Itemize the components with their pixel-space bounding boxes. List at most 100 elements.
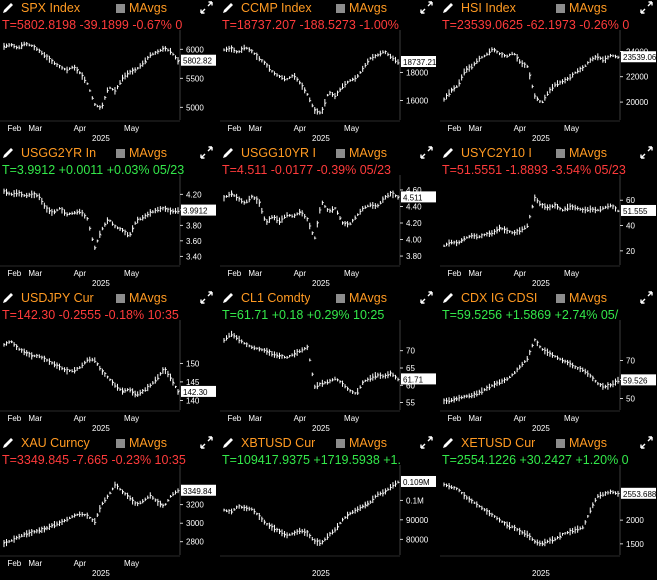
price-bar bbox=[589, 205, 592, 213]
price-bar bbox=[48, 55, 51, 63]
pencil-icon[interactable] bbox=[1, 146, 15, 160]
pencil-icon[interactable] bbox=[441, 1, 455, 15]
price-bar bbox=[162, 45, 165, 52]
pencil-icon[interactable] bbox=[221, 1, 235, 15]
price-chart[interactable]: 3200 3000 2800 3349.84 Feb Mar Apr May 2025 bbox=[0, 435, 217, 578]
mavgs-label[interactable]: MAvgs bbox=[129, 146, 167, 160]
pencil-icon[interactable] bbox=[441, 436, 455, 450]
price-bar bbox=[132, 67, 135, 75]
svg-text:3.9912: 3.9912 bbox=[183, 207, 208, 216]
mavgs-label[interactable]: MAvgs bbox=[569, 1, 607, 15]
price-bar bbox=[554, 82, 557, 88]
pencil-icon[interactable] bbox=[221, 436, 235, 450]
mavgs-label[interactable]: MAvgs bbox=[569, 146, 607, 160]
mavgs-label[interactable]: MAvgs bbox=[349, 146, 387, 160]
security-title[interactable]: USDJPY Cur bbox=[21, 291, 94, 305]
security-title[interactable]: USGG2YR In bbox=[21, 146, 97, 160]
expand-arrows-icon[interactable] bbox=[200, 1, 213, 14]
price-chart[interactable]: 4.204.003.803.603.403.9912FebMarAprMay20… bbox=[0, 145, 217, 288]
chart-panel[interactable]: 0.1M 90000 80000 0.109M 2025 XBTUSD Cur MAvgs T… bbox=[220, 435, 437, 578]
chart-panel[interactable]: 3200 3000 2800 3349.84 Feb Mar Apr May 2025 XAU C… bbox=[0, 435, 217, 578]
chart-panel[interactable]: 70 65 60 55 61.71 Feb Mar Apr May 2025 CL1 Comdty M… bbox=[220, 290, 437, 433]
chart-panel[interactable]: 150 145 140 142.30 Feb Mar Apr May 2025 USDJPY Cu… bbox=[0, 290, 217, 433]
mavgs-label[interactable]: MAvgs bbox=[349, 436, 387, 450]
pencil-icon[interactable] bbox=[1, 436, 15, 450]
price-bar bbox=[144, 213, 147, 220]
price-bar bbox=[162, 367, 165, 374]
chart-panel[interactable]: 4.60 4.40 4.20 4.00 3.80 4.511 Feb Mar Apr May 202… bbox=[220, 145, 437, 288]
security-title[interactable]: CCMP Index bbox=[241, 1, 312, 15]
expand-arrows-icon[interactable] bbox=[640, 291, 653, 304]
security-title[interactable]: HSI Index bbox=[461, 1, 516, 15]
price-chart[interactable]: 60 40 20 51.555 Feb Mar Apr May 2025 bbox=[440, 145, 657, 288]
mavgs-label[interactable]: MAvgs bbox=[349, 1, 387, 15]
price-bar bbox=[18, 190, 21, 197]
security-title[interactable]: CL1 Comdty bbox=[241, 291, 311, 305]
mavgs-label[interactable]: MAvgs bbox=[129, 436, 167, 450]
price-bar bbox=[258, 199, 262, 207]
expand-arrows-icon[interactable] bbox=[200, 291, 213, 304]
price-bar bbox=[261, 516, 264, 522]
expand-arrows-icon[interactable] bbox=[420, 291, 433, 304]
security-title[interactable]: XETUSD Cur bbox=[461, 436, 536, 450]
legend-square-icon bbox=[116, 439, 125, 448]
y-tick-label: 4.00 bbox=[406, 236, 422, 245]
expand-arrows-icon[interactable] bbox=[640, 1, 653, 14]
price-bar bbox=[281, 529, 284, 537]
chart-panel[interactable]: 18000 16000 18737.21 Feb Mar Apr May 2025 CCMP I… bbox=[220, 0, 437, 143]
price-bar bbox=[294, 349, 297, 358]
security-title[interactable]: SPX Index bbox=[21, 1, 81, 15]
expand-arrows-icon[interactable] bbox=[420, 1, 433, 14]
expand-arrows-icon[interactable] bbox=[420, 146, 433, 159]
security-title[interactable]: XBTUSD Cur bbox=[241, 436, 316, 450]
chart-panel[interactable]: 4.204.003.803.603.403.9912FebMarAprMay20… bbox=[0, 145, 217, 288]
price-chart[interactable]: 6000 5500 5000 5802.82 Feb Mar Apr May 2025 bbox=[0, 0, 217, 143]
last-price-tag: 3.9912 bbox=[181, 204, 216, 216]
price-chart[interactable]: 0.1M 90000 80000 0.109M 2025 bbox=[220, 435, 437, 578]
price-chart[interactable]: 4.60 4.40 4.20 4.00 3.80 4.511 Feb Mar Apr May 202… bbox=[220, 145, 437, 288]
pencil-icon[interactable] bbox=[441, 291, 455, 305]
mavgs-label[interactable]: MAvgs bbox=[129, 1, 167, 15]
expand-arrows-icon[interactable] bbox=[640, 436, 653, 449]
mavgs-label[interactable]: MAvgs bbox=[569, 291, 607, 305]
mavgs-label[interactable]: MAvgs bbox=[349, 291, 387, 305]
chart-panel[interactable]: 60 40 20 51.555 Feb Mar Apr May 2025 USYC2Y10 I MA… bbox=[440, 145, 657, 288]
price-bar bbox=[89, 516, 92, 520]
pencil-icon[interactable] bbox=[221, 146, 235, 160]
price-chart[interactable]: 70 65 60 55 61.71 Feb Mar Apr May 2025 bbox=[220, 290, 437, 433]
price-bar bbox=[134, 390, 137, 398]
chart-panel[interactable]: 24000220002000023539.06FebMarAprMay2025H… bbox=[440, 0, 657, 143]
security-title[interactable]: XAU Curncy bbox=[21, 436, 90, 450]
price-bar bbox=[258, 56, 262, 62]
expand-arrows-icon[interactable] bbox=[640, 146, 653, 159]
price-bar bbox=[152, 495, 155, 500]
mavgs-label[interactable]: MAvgs bbox=[129, 291, 167, 305]
pencil-icon[interactable] bbox=[441, 146, 455, 160]
price-bar bbox=[451, 239, 454, 245]
price-bar bbox=[382, 374, 385, 379]
price-chart[interactable]: 2000 1500 2553.688 2025 bbox=[440, 435, 657, 578]
chart-panel[interactable]: 6000 5500 5000 5802.82 Feb Mar Apr May 2025 SPX I… bbox=[0, 0, 217, 143]
price-bar bbox=[486, 52, 489, 56]
pencil-icon[interactable] bbox=[1, 291, 15, 305]
expand-arrows-icon[interactable] bbox=[420, 436, 433, 449]
price-bar bbox=[614, 491, 618, 495]
security-title[interactable]: USGG10YR I bbox=[241, 146, 317, 160]
security-title[interactable]: CDX IG CDSI bbox=[461, 291, 538, 305]
chart-panel[interactable]: 2000 1500 2553.688 2025 XETUSD Cur MAvgs T=255… bbox=[440, 435, 657, 578]
price-bar bbox=[342, 221, 345, 225]
pencil-icon[interactable] bbox=[221, 291, 235, 305]
price-bar bbox=[357, 213, 360, 217]
price-bar bbox=[278, 528, 282, 535]
pencil-icon[interactable] bbox=[1, 1, 15, 15]
mavgs-label[interactable]: MAvgs bbox=[569, 436, 607, 450]
expand-arrows-icon[interactable] bbox=[200, 146, 213, 159]
security-title[interactable]: USYC2Y10 I bbox=[461, 146, 532, 160]
price-chart[interactable]: 18000 16000 18737.21 Feb Mar Apr May 2025 bbox=[220, 0, 437, 143]
expand-arrows-icon[interactable] bbox=[200, 436, 213, 449]
